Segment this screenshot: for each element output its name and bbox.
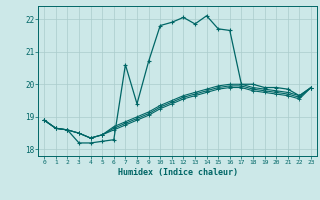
X-axis label: Humidex (Indice chaleur): Humidex (Indice chaleur): [118, 168, 238, 177]
